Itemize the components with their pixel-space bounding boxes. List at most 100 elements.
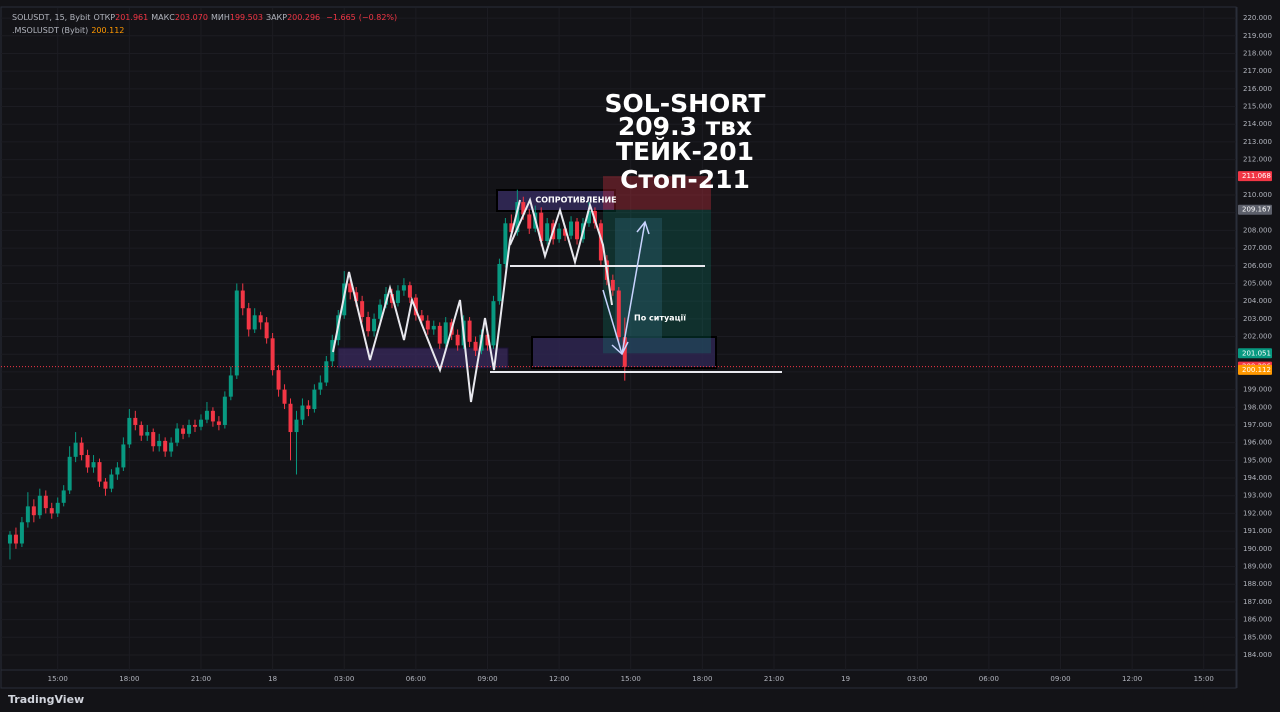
y-tick-label: 195.000 [1243, 456, 1272, 464]
y-tick-label: 219.000 [1243, 32, 1272, 40]
candle-body [557, 228, 562, 240]
x-tick-label: 15:00 [1194, 675, 1214, 683]
candle-body [31, 506, 36, 516]
candle-body [270, 338, 275, 371]
candle-body [622, 337, 627, 367]
trade-note: ТЕЙК-201 [616, 137, 754, 166]
candle-body [569, 221, 574, 236]
trade-note: Стоп-211 [620, 165, 750, 194]
candle-body [294, 419, 299, 433]
logo-text: TradingView [8, 693, 84, 706]
candle-body [425, 320, 430, 330]
candle-body [115, 467, 120, 475]
y-tick-label: 198.000 [1243, 403, 1272, 411]
y-tick-label: 204.000 [1243, 297, 1272, 305]
candle-body [354, 292, 359, 302]
candle-body [240, 290, 245, 309]
candle-body [43, 495, 48, 509]
x-tick-label: 19 [841, 675, 850, 683]
candle-body [586, 210, 591, 224]
y-tick-label: 187.000 [1243, 598, 1272, 606]
candle-body [503, 223, 508, 264]
candle-body [509, 223, 514, 233]
candle-body [204, 410, 209, 420]
candle-body [193, 424, 198, 427]
y-tick-label: 205.000 [1243, 279, 1272, 287]
y-tick-label: 210.000 [1243, 191, 1272, 199]
y-tick-label: 208.000 [1243, 226, 1272, 234]
take-zone [603, 209, 711, 354]
y-tick-label: 215.000 [1243, 103, 1272, 111]
candle-body [282, 389, 287, 404]
candle-body [216, 421, 221, 425]
x-tick-label: 09:00 [477, 675, 497, 683]
indicator-value: 200.112 [91, 26, 125, 35]
candle-body [306, 405, 311, 410]
arrow [602, 289, 623, 355]
candle-body [109, 474, 114, 489]
y-tick-label: 212.000 [1243, 156, 1272, 164]
candle-body [372, 318, 377, 332]
x-tick-label: 21:00 [764, 675, 784, 683]
candle-body [318, 382, 323, 390]
candle-body [181, 428, 186, 434]
candle-body [360, 301, 365, 318]
y-tick-label: 203.000 [1243, 315, 1272, 323]
candle-body [252, 315, 257, 330]
y-tick-label: 202.000 [1243, 333, 1272, 341]
header: SOLUSDT, 15, Bybit ОТКР201.961 МАКС203.070… [12, 11, 400, 37]
y-tick-label: 194.000 [1243, 474, 1272, 482]
candle-body [19, 522, 24, 544]
ohlc-value: 200.296 [287, 13, 321, 22]
price-label-box [1238, 348, 1272, 359]
candle-body [234, 290, 239, 376]
x-tick-label: 03:00 [907, 675, 927, 683]
y-tick-label: 214.000 [1243, 120, 1272, 128]
candle-body [210, 410, 215, 422]
y-tick-label: 185.000 [1243, 633, 1272, 641]
candle-body [103, 481, 108, 489]
ohlc-label: ОТКР [93, 13, 116, 22]
drawings [332, 197, 782, 403]
x-tick-label: 03:00 [334, 675, 354, 683]
candle-body [413, 297, 418, 316]
x-tick-label: 21:00 [191, 675, 211, 683]
ohlc-label: МИН [210, 13, 230, 22]
x-tick-label: 15:00 [621, 675, 641, 683]
x-tick-label: 18 [268, 675, 277, 683]
y-tick-label: 216.000 [1243, 85, 1272, 93]
candle-body [610, 279, 615, 291]
candle-body [527, 214, 532, 229]
price-label: 211.068 [1242, 172, 1271, 180]
candle-body [497, 263, 502, 302]
trade-note: SOL-SHORT [605, 89, 766, 118]
candle-body [515, 202, 520, 233]
candle-body [97, 462, 102, 482]
candle-body [13, 534, 18, 544]
candle-body [91, 462, 96, 468]
pattern-line [332, 199, 521, 403]
candle-body [491, 301, 496, 346]
change-pct: (−0.82%) [358, 13, 398, 22]
candle-body [67, 456, 72, 491]
candle-body [366, 317, 371, 332]
candle-body [175, 428, 180, 443]
candle-body [37, 495, 42, 516]
candle-body [139, 424, 144, 436]
ohlc-value: 199.503 [229, 13, 263, 22]
x-tick-label: 06:00 [406, 675, 426, 683]
candle-body [473, 341, 478, 351]
candle-body [467, 320, 472, 342]
candle-body [121, 444, 126, 468]
candle-body [157, 440, 162, 447]
y-tick-label: 191.000 [1243, 527, 1272, 535]
candle-body [127, 417, 132, 445]
arrow-head [636, 220, 650, 235]
candle-body [151, 432, 156, 447]
candle-body [545, 223, 550, 241]
candle-body [222, 396, 227, 425]
support-zone [337, 347, 509, 369]
x-tick-label: 06:00 [979, 675, 999, 683]
candle-body [187, 424, 192, 434]
